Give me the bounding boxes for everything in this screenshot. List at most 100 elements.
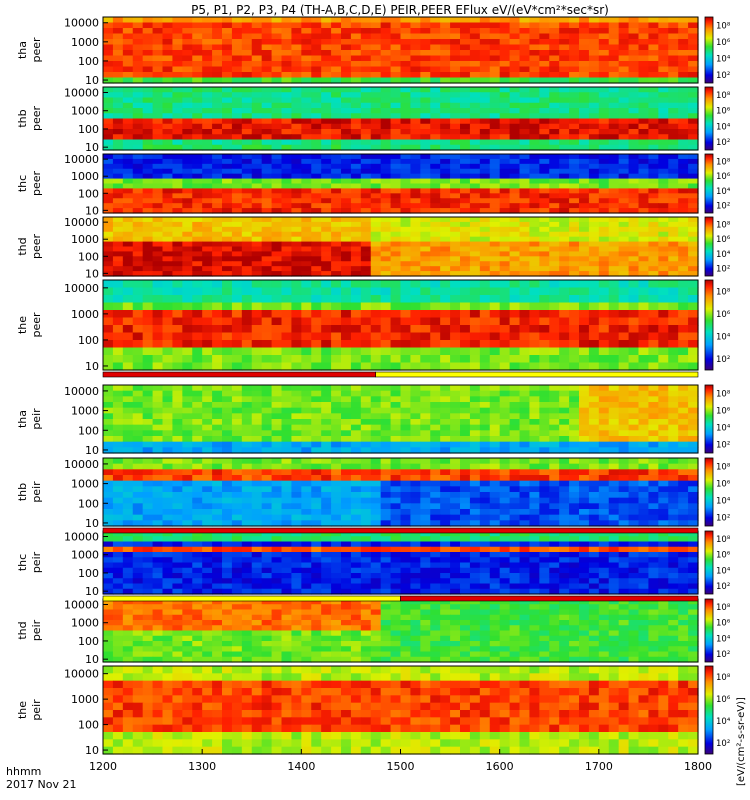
heatmap-cell	[152, 436, 164, 443]
heatmap-cell	[579, 77, 590, 84]
heatmap-cell	[400, 407, 412, 414]
heatmap-cell	[142, 287, 154, 296]
heatmap-cell	[430, 61, 441, 68]
heatmap-cell	[112, 108, 124, 114]
heatmap-cell	[212, 154, 223, 160]
heatmap-cell	[688, 256, 699, 262]
heatmap-cell	[420, 203, 431, 209]
heatmap-cell	[331, 458, 342, 465]
heatmap-cell	[331, 424, 342, 431]
heatmap-cell	[132, 129, 144, 135]
heatmap-cell	[112, 226, 124, 233]
heatmap-cell	[301, 251, 312, 257]
heatmap-cell	[162, 287, 174, 296]
heatmap-cell	[251, 332, 263, 341]
y-tick-label: 10000	[64, 216, 99, 229]
heatmap-cell	[152, 271, 164, 277]
heatmap-cell	[539, 183, 550, 190]
heatmap-cell	[410, 424, 421, 431]
heatmap-cell	[261, 92, 273, 99]
heatmap-cell	[132, 173, 144, 180]
heatmap-cell	[479, 241, 491, 248]
heatmap-cell	[291, 173, 302, 180]
heatmap-cell	[172, 419, 183, 426]
heatmap-cell	[529, 280, 540, 289]
heatmap-cell	[321, 310, 332, 319]
heatmap-cell	[400, 22, 412, 29]
heatmap-cell	[559, 503, 570, 510]
heatmap-cell	[499, 188, 511, 194]
heatmap-cell	[440, 266, 451, 272]
heatmap-cell	[479, 183, 491, 190]
heatmap-cell	[341, 280, 352, 289]
heatmap-cell	[519, 385, 531, 392]
heatmap-cell	[360, 226, 372, 233]
heatmap-cell	[222, 463, 233, 470]
heatmap-cell	[162, 113, 174, 120]
heatmap-cell	[152, 362, 164, 371]
heatmap-cell	[222, 163, 233, 170]
heatmap-cell	[281, 469, 293, 476]
heatmap-cell	[549, 208, 560, 214]
heatmap-cell	[350, 475, 362, 482]
heatmap-cell	[241, 463, 253, 470]
heatmap-cell	[499, 402, 511, 409]
heatmap-cell	[588, 310, 600, 319]
heatmap-cell	[469, 72, 481, 79]
heatmap-cell	[142, 413, 154, 420]
heatmap-cell	[479, 173, 491, 180]
heatmap-cell	[469, 317, 481, 326]
heatmap-cell	[519, 28, 531, 35]
heatmap-cell	[291, 183, 302, 190]
heatmap-cell	[142, 22, 154, 29]
heatmap-cell	[271, 475, 283, 482]
heatmap-cell	[103, 475, 114, 482]
heatmap-cell	[608, 208, 620, 214]
heatmap-cell	[231, 441, 243, 448]
heatmap-cell	[370, 436, 382, 443]
heatmap-cell	[311, 173, 322, 180]
heatmap-cell	[350, 436, 362, 443]
heatmap-cell	[301, 208, 312, 214]
heatmap-cell	[588, 123, 600, 130]
heatmap-cell	[182, 129, 193, 135]
heatmap-cell	[569, 390, 580, 397]
heatmap-cell	[241, 198, 253, 204]
heatmap-cell	[410, 503, 421, 510]
heatmap-cell	[579, 193, 590, 199]
heatmap-cell	[291, 22, 302, 29]
heatmap-cell	[598, 97, 610, 104]
heatmap-cell	[598, 469, 610, 476]
heatmap-cell	[390, 266, 402, 272]
heatmap-cell	[489, 221, 501, 228]
heatmap-cell	[271, 208, 283, 214]
heatmap-cell	[658, 92, 669, 99]
heatmap-cell	[311, 441, 322, 448]
heatmap-cell	[688, 271, 699, 277]
heatmap-cell	[628, 430, 640, 437]
heatmap-cell	[569, 221, 580, 228]
heatmap-cell	[479, 87, 491, 93]
heatmap-cell	[410, 280, 421, 289]
heatmap-cell	[360, 188, 372, 194]
heatmap-cell	[618, 430, 630, 437]
heatmap-cell	[212, 113, 223, 120]
heatmap-cell	[172, 480, 183, 487]
heatmap-cell	[489, 123, 501, 130]
heatmap-cell	[460, 221, 471, 228]
heatmap-cell	[618, 325, 630, 334]
heatmap-cell	[539, 72, 550, 79]
heatmap-cell	[509, 280, 521, 289]
heatmap-cell	[152, 108, 164, 114]
heatmap-cell	[668, 168, 679, 175]
heatmap-cell	[271, 66, 283, 73]
heatmap-cell	[529, 246, 540, 253]
heatmap-cell	[261, 108, 273, 114]
heatmap-cell	[638, 402, 650, 409]
heatmap-cell	[212, 261, 223, 267]
heatmap-cell	[350, 123, 362, 130]
heatmap-cell	[559, 193, 570, 199]
heatmap-cell	[638, 50, 650, 57]
heatmap-cell	[460, 188, 471, 194]
heatmap-cell	[678, 129, 689, 135]
